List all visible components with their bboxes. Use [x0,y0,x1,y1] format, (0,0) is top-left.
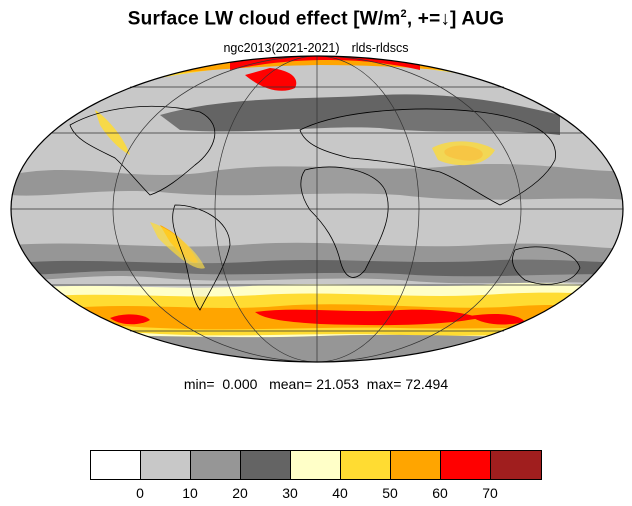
south-red-band [255,309,480,326]
variable-label: rlds-rldscs [351,41,409,55]
dimgray-patch-north [160,94,560,135]
colorbar-tick-label: 50 [382,485,398,501]
colorbar-segment [141,451,191,479]
colorbar-segment [241,451,291,479]
colorbar-tick-label: 30 [282,485,298,501]
colorbar-tick-label: 60 [432,485,448,501]
colorbar-segment [291,451,341,479]
dimgray-patch-south [30,259,623,277]
max-value: 72.494 [405,376,449,392]
andes-yellow [150,222,205,269]
run-label: ngc2013(2021-2021) [223,41,340,55]
colorbar-tick-label: 10 [182,485,198,501]
plot-subtitle: ngc2013(2021-2021) rlds-rldscs [0,41,632,55]
colorbar-segment [91,451,141,479]
map-field [11,56,623,362]
world-map [10,55,624,363]
greenland-red [245,68,297,91]
antarctica [11,334,623,362]
colorbar-tick-label: 0 [136,485,144,501]
colorbar-segment [491,451,541,479]
colorbar-segment [441,451,491,479]
colorbar-segment [191,451,241,479]
mean-value: 21.053 [316,376,360,392]
north-america [69,105,216,196]
alaska-yellow [95,110,130,155]
colorbar-tick-labels: 0 10 20 30 40 50 60 70 [0,485,632,503]
colorbar-tick-label: 20 [232,485,248,501]
australia [512,246,581,285]
north-red-band [230,56,420,70]
colorbar [90,450,542,480]
colorbar-tick-label: 70 [482,485,498,501]
south-america [172,204,231,311]
map-border [10,55,624,363]
south-red-patch-east [470,314,525,325]
field-statistics: min= 0.000 mean= 21.053 max= 72.494 [183,376,449,392]
tibet-yellow [432,141,495,166]
colorbar-segment [341,451,391,479]
south-red-patch-west [110,314,150,325]
colorbar-segment [391,451,441,479]
africa [300,166,389,278]
plot-title: Surface LW cloud effect [W/m2, +=↓] AUG [127,8,505,30]
colorbar-tick-label: 40 [332,485,348,501]
min-value: 0.000 [222,376,258,392]
